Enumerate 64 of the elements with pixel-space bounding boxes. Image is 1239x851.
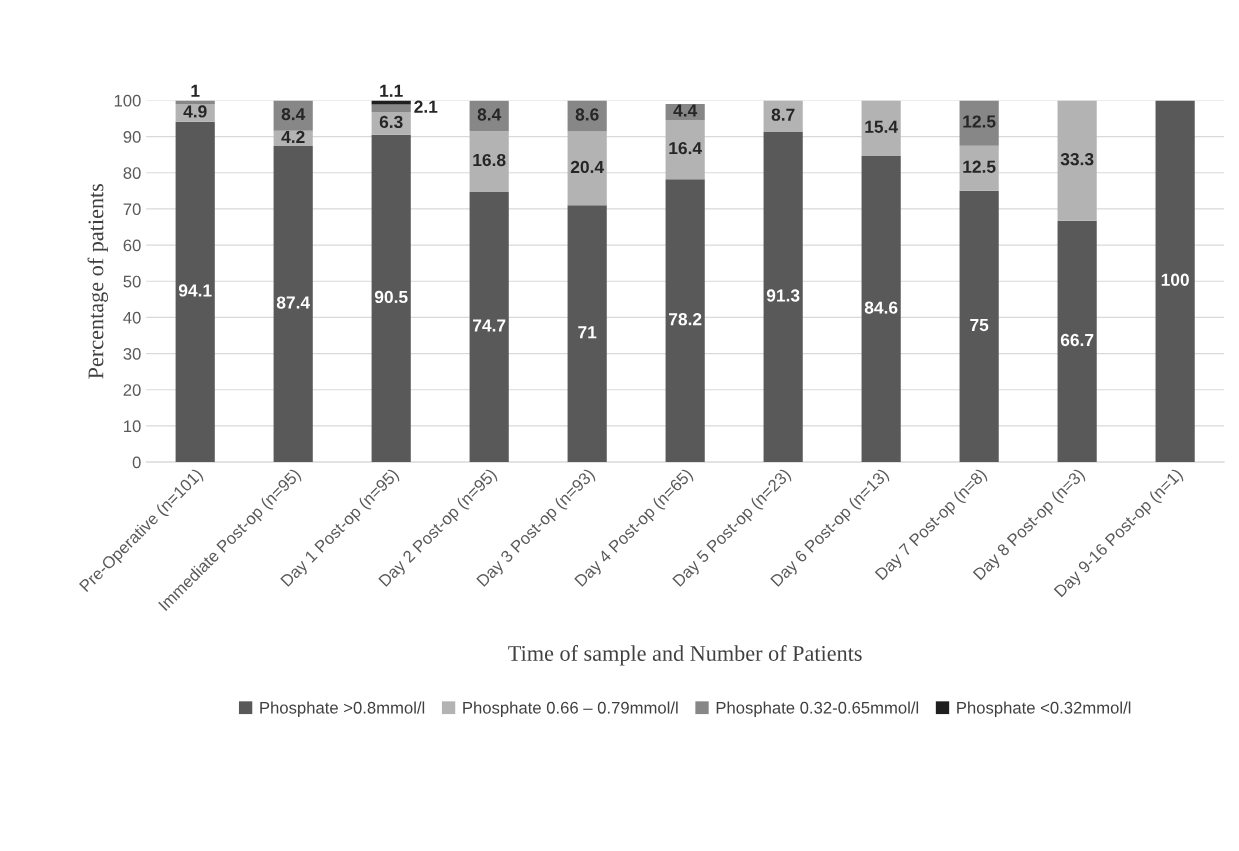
bar [1057,100,1097,221]
data-label: 71 [578,326,597,339]
bar [861,156,901,463]
data-label: 8.7 [771,108,795,121]
y-tick-label: 90 [123,130,141,143]
bar [1057,220,1097,463]
data-label: 1 [191,84,200,97]
bar [763,131,803,463]
data-label: 4.4 [673,104,698,117]
data-label: 1.1 [380,84,403,97]
data-label: 4.2 [281,130,305,143]
y-tick-label: 0 [132,456,141,469]
y-tick-label: 10 [124,420,141,433]
data-label: 2.1 [414,100,438,113]
y-tick-label: 50 [123,275,141,288]
data-label: 20.4 [570,160,604,174]
x-axis-title: Time of sample and Number of Patients [508,645,862,666]
data-label: 15.4 [865,120,898,133]
y-tick-label: 30 [123,347,141,360]
data-label: 84.6 [864,301,898,314]
data-label: 90.5 [374,290,408,304]
bar [567,131,607,206]
data-label: 94.1 [178,284,212,297]
data-label: 6.3 [379,115,403,129]
bar [959,100,999,146]
y-tick-label: 60 [123,239,141,252]
y-axis-title: Percentage of patients [87,183,108,379]
bar [175,121,215,463]
bar [469,191,509,463]
data-label: 8.4 [477,108,502,121]
data-label: 78.2 [669,313,702,326]
data-label: 33.3 [1060,153,1094,166]
bar [1155,100,1195,463]
y-tick-label: 80 [123,167,141,179]
legend-label: Phosphate 0.66 – 0.79mmol/l [463,701,678,717]
legend-label: Phosphate <0.32mmol/l [957,701,1131,717]
data-label: 12.5 [963,160,996,173]
y-tick-label: 40 [123,311,141,324]
data-label: 4.9 [183,105,207,118]
legend-label: Phosphate >0.8mmol/l [260,701,425,717]
data-label: 91.3 [766,289,800,302]
bar [371,134,411,463]
data-label: 87.4 [276,296,310,309]
bar [665,179,705,463]
data-label: 8.6 [575,108,599,121]
bar [273,145,313,463]
bar [371,104,411,112]
legend-label: Phosphate 0.32-0.65mmol/l [716,701,919,717]
bar [567,205,607,463]
data-label: 16.4 [669,141,702,155]
data-label: 75 [970,319,989,332]
data-label: 8.4 [281,107,306,121]
y-tick-label: 20 [123,384,141,396]
bar [469,131,509,192]
bar [959,190,999,463]
data-label: 12.5 [963,115,996,128]
data-label: 16.8 [473,153,506,167]
data-label: 74.7 [473,319,506,332]
bar [861,100,901,157]
bar [665,119,705,180]
data-label: 100 [1161,273,1189,286]
y-tick-label: 70 [123,203,141,216]
y-tick-label: 100 [114,94,141,107]
data-label: 66.7 [1060,333,1094,347]
